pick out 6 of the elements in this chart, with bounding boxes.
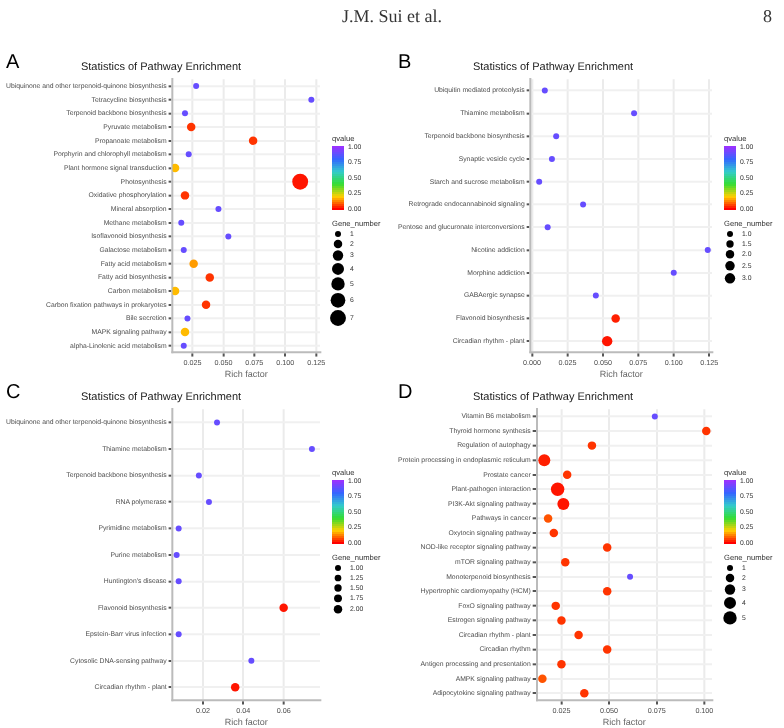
text: J.M. Sui et al. <box>341 6 442 26</box>
text: D <box>398 382 413 404</box>
text: C <box>6 382 21 404</box>
text: 8 <box>763 6 772 26</box>
text: B <box>398 52 412 74</box>
text: A <box>6 52 20 74</box>
